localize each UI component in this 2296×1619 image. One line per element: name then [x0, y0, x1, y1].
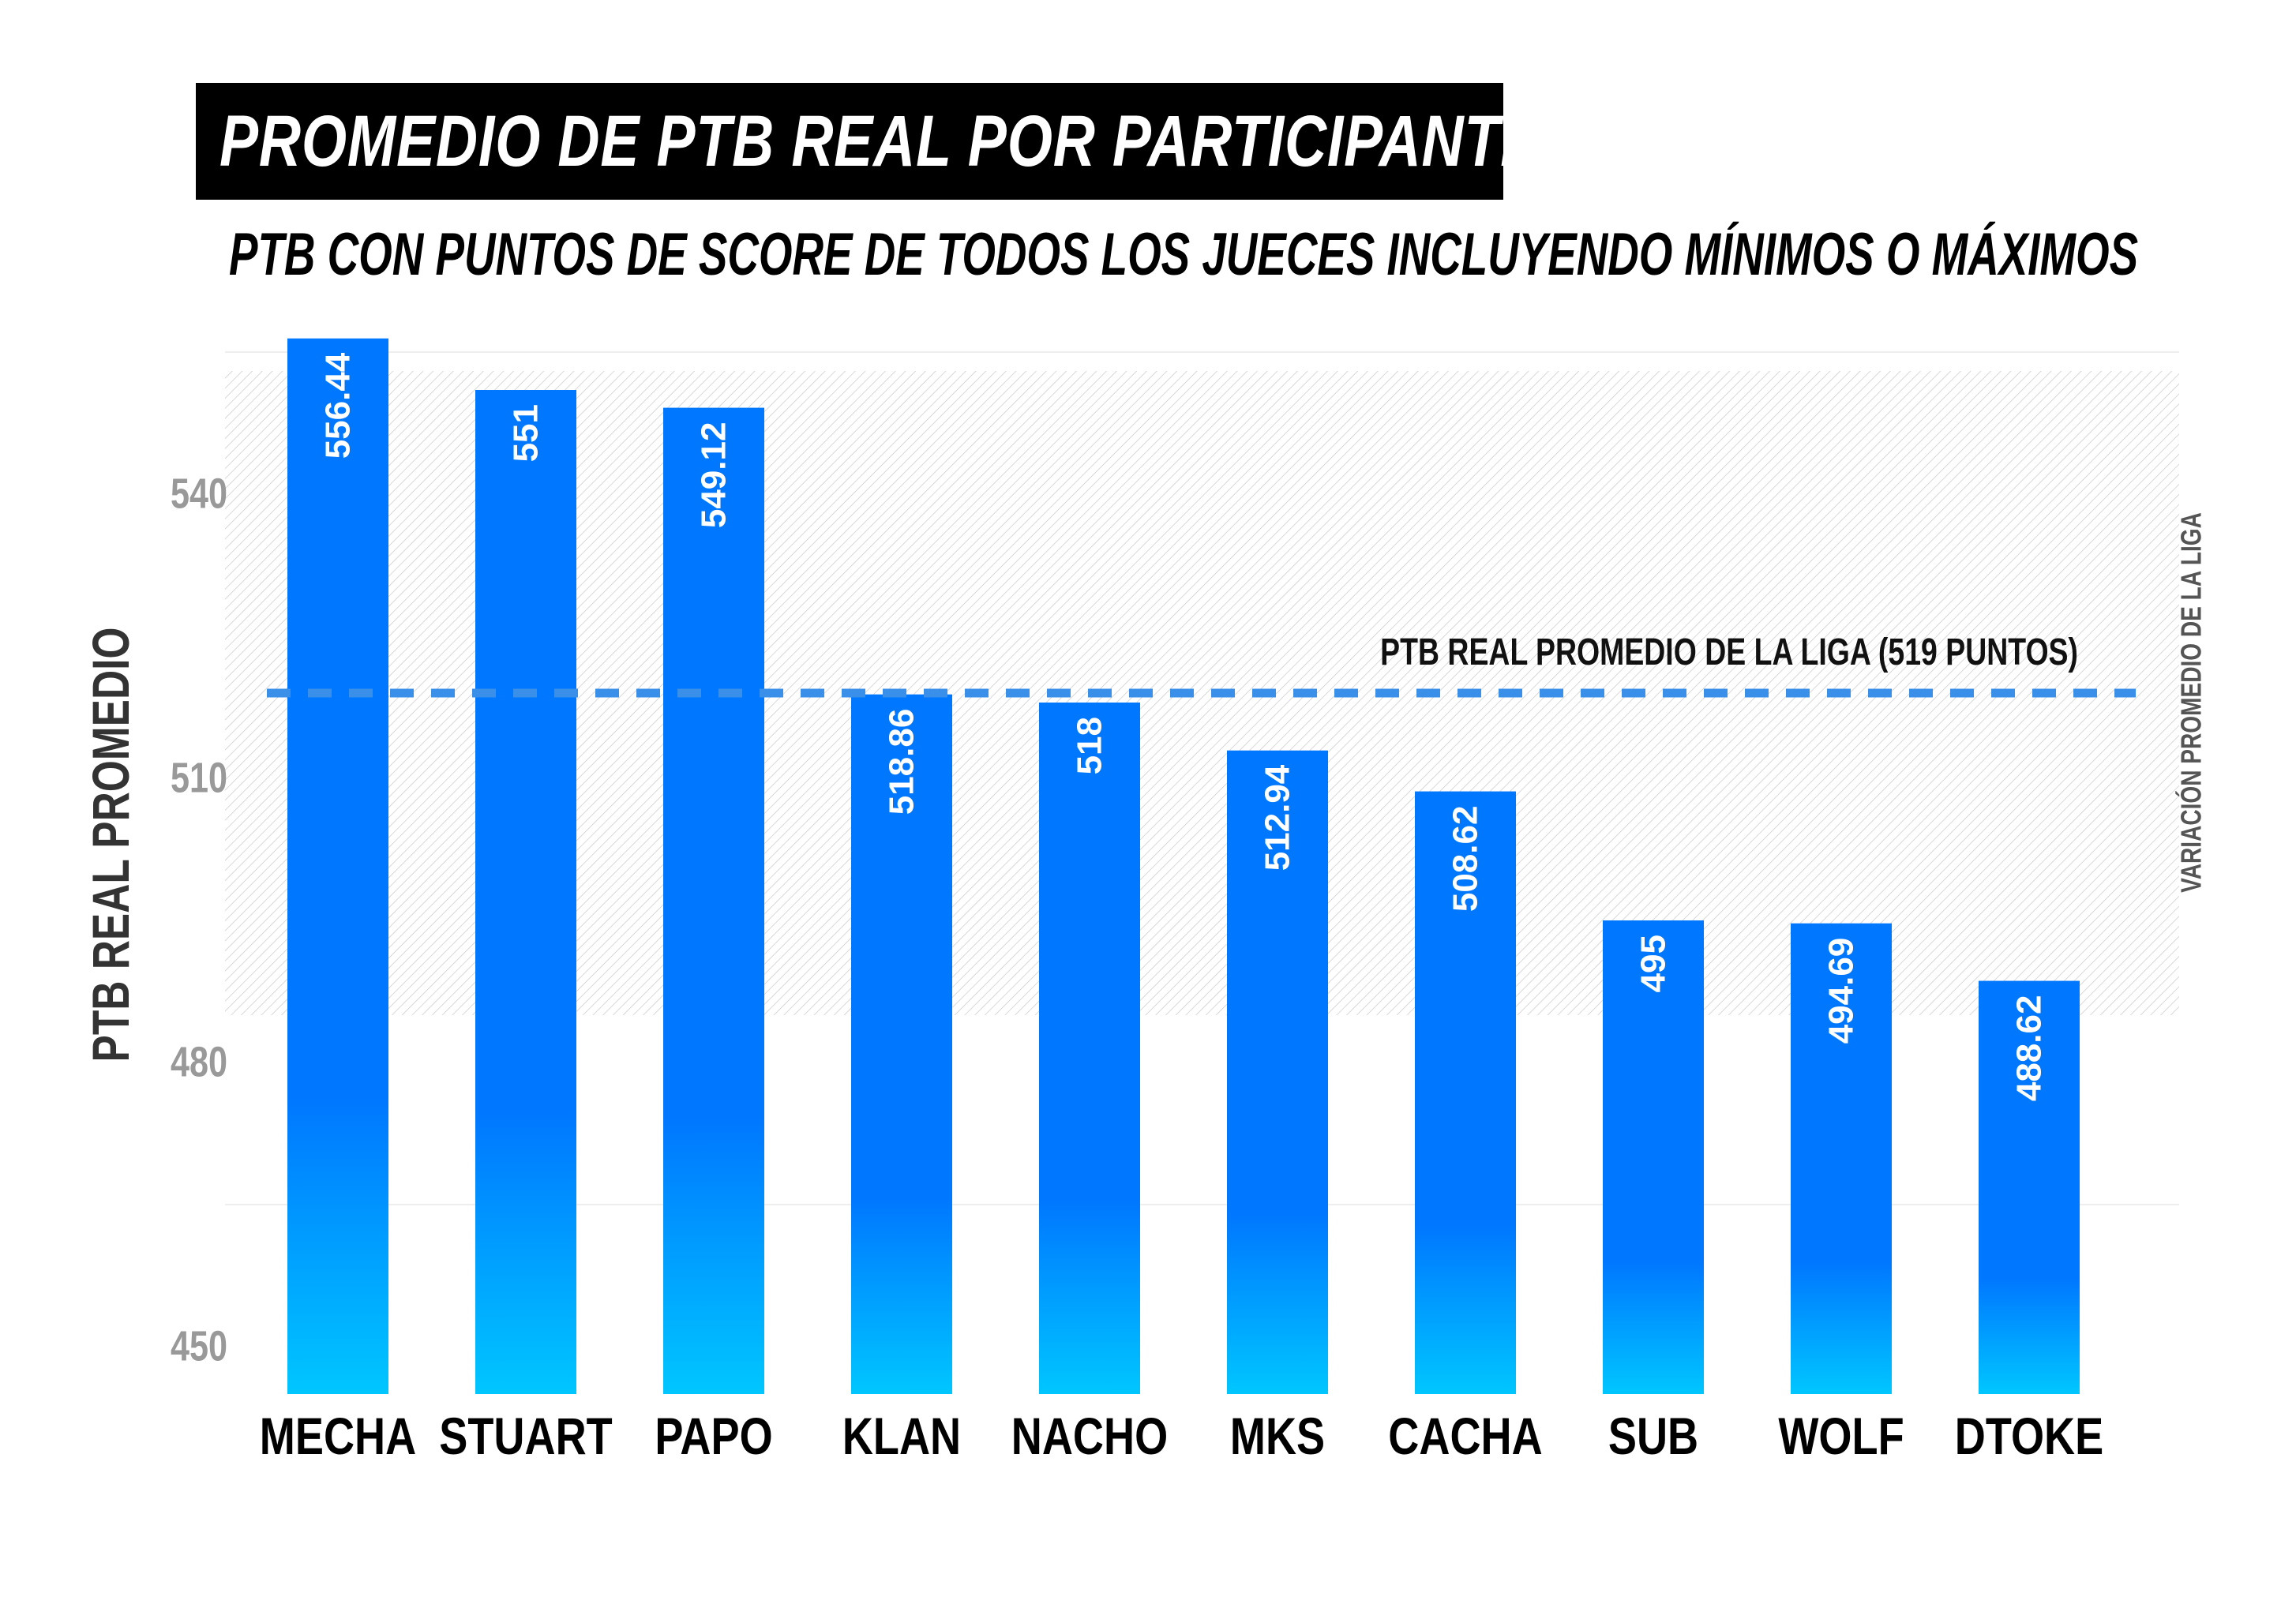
y-tick-label: 540 [171, 470, 227, 518]
bar [1227, 750, 1328, 1394]
y-axis-label: PTB REAL PROMEDIO [81, 628, 141, 1062]
bar [851, 694, 952, 1394]
y-tick-label: 480 [171, 1039, 227, 1086]
bar [1791, 923, 1892, 1394]
average-line-group: PTB REAL PROMEDIO DE LA LIGA (519 PUNTOS… [267, 631, 2136, 698]
x-tick-label: DTOKE [1955, 1407, 2103, 1465]
value-label: 512.94 [1259, 764, 1297, 871]
bar [1415, 791, 1516, 1394]
value-label: 494.69 [1822, 938, 1861, 1044]
bar [1979, 980, 2080, 1394]
value-label: 508.62 [1446, 806, 1485, 913]
bar [287, 338, 388, 1395]
bars [287, 338, 2080, 1395]
variation-band-label: VARIACIÓN PROMEDIO DE LA LIGA [2175, 512, 2207, 893]
bar [1603, 920, 1704, 1394]
x-tick-label: CACHA [1388, 1407, 1542, 1465]
value-label: 518.86 [883, 709, 921, 815]
value-label: 556.44 [319, 352, 358, 459]
value-label: 549.12 [695, 422, 733, 529]
average-line-label: PTB REAL PROMEDIO DE LA LIGA (519 PUNTOS… [1380, 631, 2078, 674]
bar [475, 390, 576, 1394]
x-tick-label: STUART [439, 1407, 613, 1465]
y-axis-ticks: 450 480 510 540 [171, 470, 227, 1370]
value-labels: 556.44 551 549.12 518.86 518 512.94 508.62 495 4… [319, 352, 2049, 1101]
x-tick-label: SUB [1608, 1407, 1698, 1465]
x-tick-label: KLAN [842, 1407, 961, 1465]
value-label: 518 [1071, 717, 1109, 774]
x-tick-label: MECHA [260, 1407, 416, 1465]
y-tick-label: 450 [171, 1323, 227, 1370]
chart-title: PROMEDIO DE PTB REAL POR PARTICIPANTE [219, 101, 1540, 182]
chart-subtitle: PTB CON PUNTOS DE SCORE DE TODOS LOS JUE… [229, 221, 2139, 288]
x-tick-label: MKS [1230, 1407, 1325, 1465]
x-axis-ticks: MECHA STUART PAPO KLAN NACHO MKS CACHA SUB WOLF D… [260, 1407, 2103, 1465]
value-label: 495 [1634, 935, 1673, 992]
value-label: 551 [507, 404, 546, 462]
x-tick-label: NACHO [1011, 1407, 1168, 1465]
y-tick-label: 510 [171, 755, 227, 802]
bar [663, 407, 764, 1394]
x-tick-label: PAPO [655, 1407, 772, 1465]
x-tick-label: WOLF [1778, 1407, 1904, 1465]
value-label: 488.62 [2010, 995, 2049, 1102]
bar [1039, 703, 1140, 1394]
chart-title-box: PROMEDIO DE PTB REAL POR PARTICIPANTE [196, 83, 1539, 200]
